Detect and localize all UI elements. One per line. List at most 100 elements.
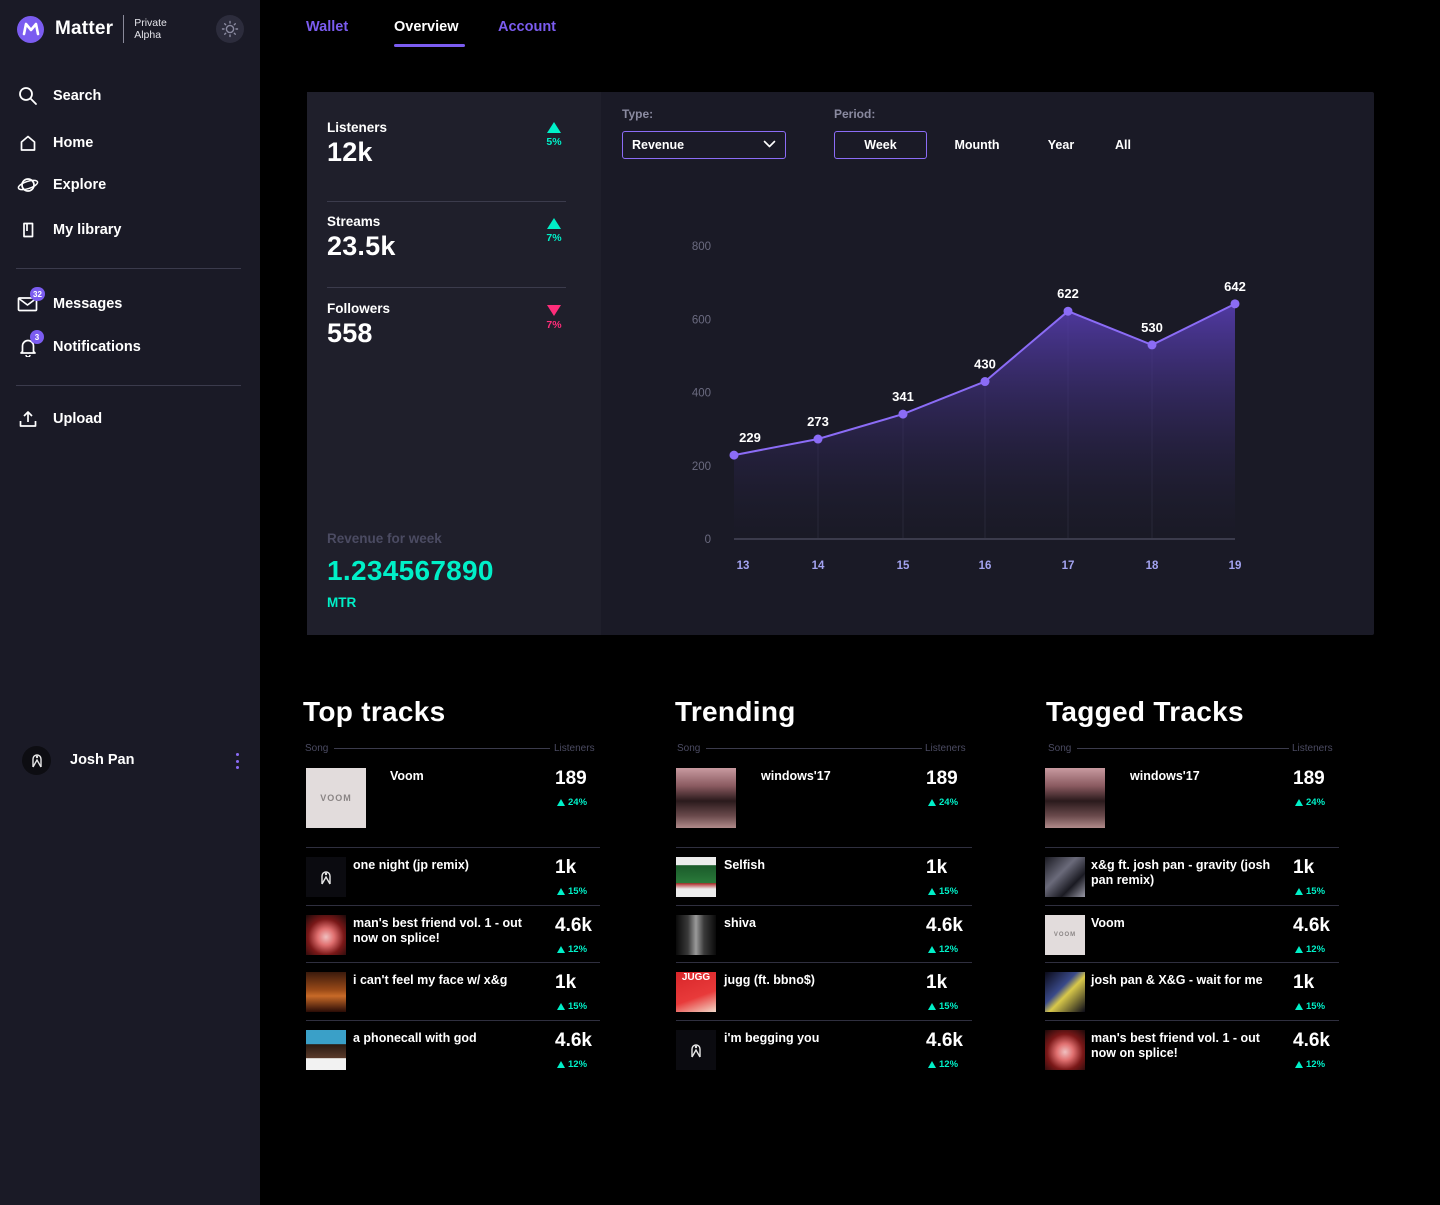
theme-toggle-button[interactable]: [216, 15, 244, 43]
nav-notifications[interactable]: 3 Notifications: [17, 330, 141, 359]
track-cover-image: [306, 857, 346, 897]
track-row[interactable]: [306, 972, 600, 1012]
track-row[interactable]: [676, 915, 972, 955]
tab-account[interactable]: Account: [498, 19, 556, 35]
nav-upload[interactable]: Upload: [17, 407, 102, 431]
track-row[interactable]: [306, 857, 600, 897]
track-row[interactable]: [306, 915, 600, 955]
track-delta-value: 15%: [939, 1001, 959, 1012]
list-title-tagged: Tagged Tracks: [1046, 696, 1244, 727]
track-title[interactable]: one night (jp remix): [353, 858, 469, 872]
track-delta: 12%: [557, 944, 587, 955]
track-row[interactable]: [306, 1030, 600, 1070]
chart-point: [980, 377, 990, 387]
track-title[interactable]: x&g ft. josh pan - gravity (josh pan rem…: [1091, 858, 1271, 887]
track-title[interactable]: a phonecall with god: [353, 1031, 477, 1045]
track-title[interactable]: Voom: [390, 769, 424, 783]
trend-up-icon: [928, 1061, 936, 1068]
track-cover-image: [1045, 972, 1085, 1012]
chart-point: [898, 409, 908, 419]
track-title[interactable]: Voom: [1091, 916, 1125, 930]
tab-overview[interactable]: Overview: [394, 19, 459, 35]
row-divider: [306, 1020, 600, 1021]
track-title[interactable]: windows'17: [1130, 769, 1200, 783]
track-row[interactable]: [676, 857, 972, 897]
period-month[interactable]: Mounth: [954, 138, 1000, 152]
nav-library[interactable]: My library: [17, 218, 122, 242]
track-listeners-count: 4.6k: [926, 915, 963, 936]
type-select[interactable]: Revenue: [622, 131, 786, 159]
track-row[interactable]: [1045, 972, 1339, 1012]
track-row[interactable]: [1045, 857, 1339, 897]
track-title[interactable]: windows'17: [761, 769, 831, 783]
tab-wallet[interactable]: Wallet: [306, 19, 349, 35]
period-label: Period:: [834, 107, 876, 121]
chart-point: [1147, 340, 1157, 350]
track-title[interactable]: i can't feel my face w/ x&g: [353, 973, 508, 987]
trend-up-icon: [928, 888, 936, 895]
track-title[interactable]: man's best friend vol. 1 - out now on sp…: [1091, 1031, 1260, 1060]
track-title[interactable]: josh pan & X&G - wait for me: [1091, 973, 1263, 987]
track-title[interactable]: i'm begging you: [724, 1031, 820, 1045]
chart-data-label: 642: [1224, 279, 1246, 294]
trend-down-icon: [547, 305, 561, 316]
user-profile[interactable]: Josh Pan: [22, 745, 247, 775]
more-options-icon[interactable]: [232, 753, 242, 769]
notifications-badge: 3: [30, 330, 44, 344]
chart-data-label: 341: [892, 389, 914, 404]
messages-badge: 32: [30, 287, 45, 301]
stat-label: Listeners: [327, 120, 388, 135]
stat-delta: 5%: [542, 122, 566, 148]
home-icon: [17, 132, 39, 154]
track-delta: 15%: [928, 1001, 958, 1012]
header-divider: [1077, 748, 1289, 749]
bell-icon: 3: [17, 330, 44, 358]
track-listeners-count: 4.6k: [555, 915, 592, 936]
stat-label: Followers: [327, 301, 391, 316]
row-divider: [676, 1020, 972, 1021]
nav-messages[interactable]: 32 Messages: [17, 287, 122, 316]
nav-explore-label: Explore: [53, 177, 107, 193]
user-name: Josh Pan: [70, 752, 135, 768]
nav-home[interactable]: Home: [17, 131, 93, 155]
track-row[interactable]: [676, 768, 972, 828]
track-delta: 24%: [557, 797, 587, 808]
upload-icon: [17, 408, 39, 430]
period-all[interactable]: All: [1115, 138, 1131, 152]
sidebar-divider: [16, 268, 241, 269]
track-title[interactable]: jugg (ft. bbno$): [724, 973, 815, 987]
track-row[interactable]: [1045, 1030, 1339, 1070]
brand[interactable]: Matter Private Alpha: [17, 15, 167, 43]
track-cover-image: VOOM: [306, 768, 366, 828]
type-label: Type:: [622, 107, 654, 121]
track-row[interactable]: [1045, 768, 1339, 828]
header-divider: [706, 748, 922, 749]
track-delta-value: 15%: [568, 886, 588, 897]
track-row[interactable]: [676, 1030, 972, 1070]
track-title[interactable]: shiva: [724, 916, 756, 930]
trend-up-icon: [1295, 946, 1303, 953]
track-delta-value: 12%: [568, 1059, 588, 1070]
sun-icon: [221, 20, 239, 38]
period-week[interactable]: Week: [834, 131, 927, 159]
track-row[interactable]: JUGG: [676, 972, 972, 1012]
stat-followers: Followers 558 7%: [327, 301, 566, 349]
book-icon: [17, 219, 39, 241]
track-listeners-count: 189: [555, 768, 587, 789]
track-listeners-count: 1k: [555, 972, 577, 993]
tagline-line-2: Alpha: [134, 29, 162, 41]
track-row[interactable]: VOOM: [306, 768, 600, 828]
nav-explore[interactable]: Explore: [17, 173, 106, 197]
track-delta-value: 24%: [939, 797, 959, 808]
chart-x-tick: 18: [1146, 560, 1159, 572]
track-row[interactable]: VOOM: [1045, 915, 1339, 955]
avatar: [22, 745, 51, 775]
track-title[interactable]: man's best friend vol. 1 - out now on sp…: [353, 916, 522, 945]
nav-search[interactable]: Search: [17, 84, 101, 108]
track-delta: 15%: [928, 886, 958, 897]
period-year[interactable]: Year: [1047, 138, 1075, 152]
list-title-trending: Trending: [675, 696, 796, 727]
tagline-line-1: Private: [134, 17, 167, 29]
track-cover-image: VOOM: [1045, 915, 1085, 955]
track-title[interactable]: Selfish: [724, 858, 765, 872]
